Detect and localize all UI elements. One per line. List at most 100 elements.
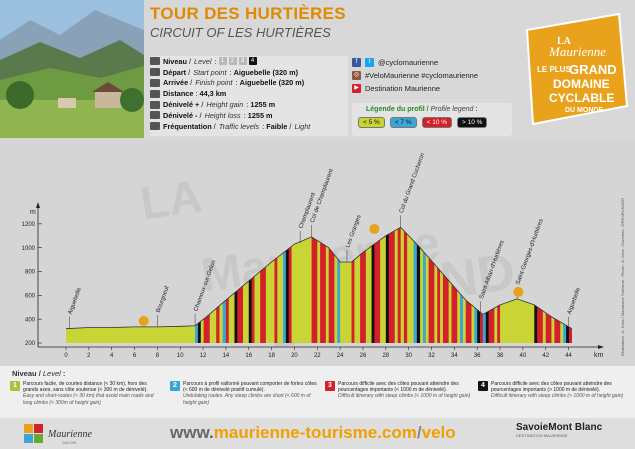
slope-band — [265, 227, 270, 343]
route-info: Niveau / Level : 1 2 3 4 Départ / Start … — [150, 56, 348, 136]
x-axis-arrow — [598, 345, 604, 349]
slope-band — [448, 227, 452, 343]
level-2-en: Undulating routes. Any steep climbs are … — [183, 393, 311, 406]
social-instagram[interactable]: ◎ #VeloMaurienne #cyclomaurienne — [352, 69, 512, 81]
slope-band — [94, 227, 98, 343]
slope-band — [120, 227, 124, 343]
legend-title: Légende du profil / Profile legend : — [366, 106, 478, 113]
y-tick-label: 1200 — [22, 222, 36, 228]
badge-maurienne: Maurienne — [548, 44, 606, 59]
x-tick-label: 20 — [291, 353, 298, 359]
start-label-en: Start point — [193, 67, 227, 77]
slope-band — [300, 227, 304, 343]
gain-label-en: Height gain — [206, 100, 244, 110]
level-3-en: Difficult itinerary with steep climbs (<… — [338, 393, 471, 400]
slope-band — [305, 227, 310, 343]
slope-band — [400, 227, 405, 343]
place-label: Col du Grand Cucheron — [399, 152, 426, 214]
legend-item-lt5: < 5 % — [358, 117, 385, 128]
x-tick-label: 10 — [177, 353, 184, 359]
slope-band — [391, 227, 396, 343]
x-tick-label: 0 — [64, 353, 68, 359]
loss-label-en: Height loss — [204, 110, 241, 120]
height-loss-icon — [150, 111, 160, 120]
level-1-number: 1 — [10, 381, 20, 391]
slope-band — [280, 227, 284, 343]
levels-title: Niveau / Level : — [12, 369, 66, 378]
slope-band — [245, 227, 250, 343]
slope-band — [545, 227, 549, 343]
slope-band — [128, 227, 133, 343]
slope-band — [371, 227, 375, 343]
title-box: TOUR DES HURTIÈRES CIRCUIT OF LES HURTIÈ… — [150, 4, 510, 42]
finish-flag-icon — [150, 78, 160, 87]
level-label: Niveau — [163, 56, 187, 66]
cyclist-icon — [369, 223, 380, 234]
info-loss: Dénivelé - / Height loss : 1255 m — [150, 110, 348, 121]
slope-band — [397, 227, 402, 343]
slope-band — [437, 227, 441, 343]
loss-label: Dénivelé - — [163, 110, 198, 120]
y-axis-arrow — [36, 202, 40, 208]
slope-band — [413, 227, 418, 343]
slope-band — [416, 227, 421, 343]
slope-band — [131, 227, 135, 343]
badge-la: LA — [557, 36, 572, 47]
slope-band — [283, 227, 287, 343]
slope-band — [531, 227, 535, 343]
badge-domaine: DOMAINE — [553, 77, 610, 91]
x-tick-label: 32 — [428, 353, 435, 359]
slope-band — [337, 227, 341, 343]
slope-band — [257, 227, 261, 343]
slope-band — [108, 227, 113, 343]
slope-band — [114, 227, 118, 343]
y-tick-label: 600 — [25, 294, 36, 300]
slope-band — [566, 227, 570, 343]
youtube-channel: Destination Maurienne — [365, 83, 441, 93]
y-tick-label: 1000 — [22, 246, 36, 252]
info-gain: Dénivelé + / Height gain : 1255 m — [150, 99, 348, 110]
slope-band — [331, 227, 335, 343]
x-tick-label: 18 — [268, 353, 275, 359]
place-label: Bourgneuf — [156, 285, 171, 313]
slope-band — [528, 227, 532, 343]
slope-band — [91, 227, 95, 343]
profile-legend: Légende du profil / Profile legend : < 5… — [352, 103, 512, 136]
website-link[interactable]: www.maurienne-tourisme.com/velo — [170, 423, 456, 442]
legend-item-lt10: < 10 % — [421, 117, 453, 128]
slope-band — [291, 227, 295, 343]
slope-band — [88, 227, 93, 343]
slope-band — [548, 227, 552, 343]
slope-band — [97, 227, 101, 343]
traffic-value: Faible — [266, 121, 288, 131]
slope-band — [111, 227, 115, 343]
slope-band — [345, 227, 350, 343]
slope-band — [277, 227, 281, 343]
slope-band — [77, 227, 81, 343]
legend-item-lt7: < 7 % — [389, 117, 417, 128]
slope-band — [125, 227, 130, 343]
traffic-value-en: Light — [294, 121, 311, 131]
slope-band — [100, 227, 104, 343]
place-label: Aiguebelle — [567, 286, 582, 315]
x-tick-label: 40 — [520, 353, 527, 359]
slope-band — [251, 227, 255, 343]
page-subtitle: CIRCUIT OF LES HURTIÈRES — [150, 25, 331, 40]
slope-band — [360, 227, 364, 343]
level-3-number: 3 — [325, 381, 335, 391]
level-1-desc: 1 Parcours facile, de courtes distance (… — [10, 381, 160, 406]
slope-band — [308, 227, 312, 343]
youtube-icon: ▶ — [352, 83, 361, 93]
slope-band — [428, 227, 432, 343]
social-youtube[interactable]: ▶ Destination Maurienne — [352, 82, 512, 94]
savoie-mont-blanc-logo: SavoieMont Blanc DESTINATION MAURIENNE — [516, 422, 603, 438]
info-finish: Arrivée / Finish point : Aiguebelle (320… — [150, 78, 348, 89]
level-4-fr: Parcours difficile avec des côtes pouvan… — [491, 381, 612, 394]
social-twitter-facebook[interactable]: f t @cyclomaurienne — [352, 56, 512, 68]
x-tick-label: 38 — [497, 353, 504, 359]
x-tick-label: 6 — [133, 353, 137, 359]
slope-band — [243, 227, 247, 343]
slope-band — [303, 227, 307, 343]
x-tick-label: 44 — [565, 353, 572, 359]
